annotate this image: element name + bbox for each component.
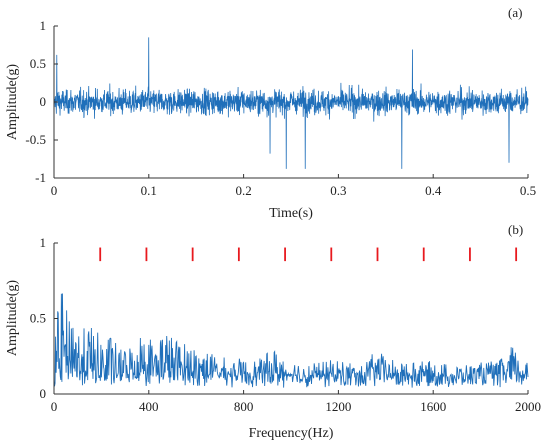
panel-a-x-tick-label: 0.4 — [425, 183, 442, 198]
panel-a-x-tick-label: 0.3 — [330, 183, 346, 198]
panel-a-y-tick-label: 0 — [40, 94, 47, 109]
panel-b-ylabel: Amplitude(g) — [5, 280, 20, 357]
panel-b-xlabel: Frequency(Hz) — [249, 426, 334, 441]
panel-b-x-tick-label: 0 — [51, 399, 58, 414]
panel-b-markers — [99, 247, 518, 262]
panel-b-x-tick-label: 2000 — [515, 399, 541, 414]
panel-b-x-tick-label: 1200 — [325, 399, 351, 414]
panel-b-x-tick-label: 400 — [139, 399, 159, 414]
panel-a-x-tick-label: 0.5 — [520, 183, 536, 198]
panel-a-signal-layer — [53, 37, 529, 169]
panel-a-x-tick-label: 0.1 — [141, 183, 157, 198]
panel-b-spectrum-line — [53, 293, 529, 388]
panel-a-y-tick-label: 0.5 — [30, 56, 46, 71]
panel-b: (b) Amplitude(g) Frequency(Hz) 0 400 800 12… — [5, 222, 541, 441]
panel-a-xlabel: Time(s) — [269, 206, 313, 221]
panel-b-x-tick-label: 800 — [234, 399, 254, 414]
panel-a-axes: 0 0.1 0.2 0.3 0.4 0.5 -1 -0.5 0 0.5 1 — [25, 18, 536, 198]
panel-b-y-tick-label: 1 — [40, 235, 47, 250]
panel-a-ylabel: Amplitude(g) — [5, 64, 20, 141]
panel-a-label: (a) — [508, 5, 522, 20]
panel-b-axes: 0 400 800 1200 1600 2000 0 0.5 1 — [30, 235, 541, 414]
panel-b-signal-layer — [53, 293, 529, 388]
panel-b-label: (b) — [508, 222, 523, 237]
panel-b-y-tick-label: 0 — [40, 386, 47, 401]
panel-a-y-tick-label: 1 — [40, 18, 47, 33]
panel-a-x-tick-label: 0.2 — [235, 183, 251, 198]
panel-a-x-tick-label: 0 — [51, 183, 58, 198]
panel-b-y-tick-label: 0.5 — [30, 311, 46, 326]
panel-a: (a) Amplitude(g) Time(s) 0 0.1 0.2 0.3 0.4 0.… — [5, 5, 536, 221]
panel-a-y-tick-label: -0.5 — [25, 132, 46, 147]
panel-a-y-tick-label: -1 — [35, 170, 46, 185]
panel-a-signal-line — [53, 37, 529, 169]
panel-b-x-tick-label: 1600 — [420, 399, 446, 414]
